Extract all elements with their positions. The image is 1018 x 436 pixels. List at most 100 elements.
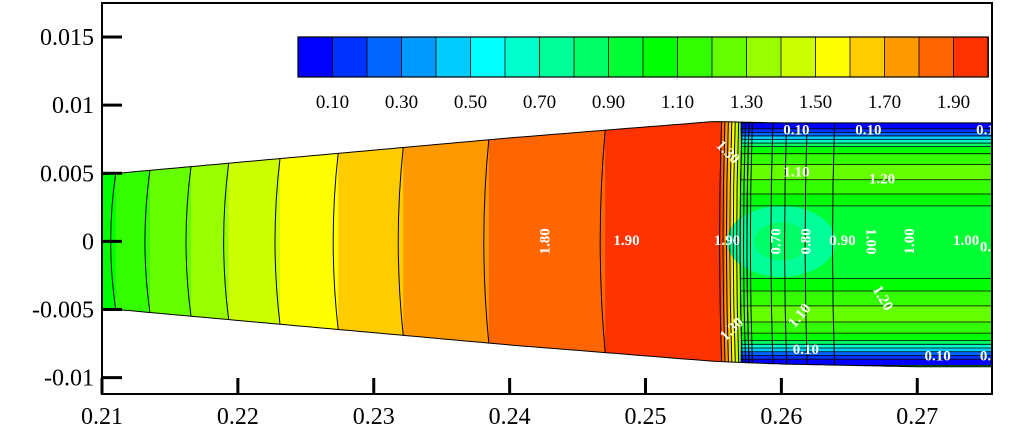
field-strip: [519, 121, 524, 367]
field-strip: [540, 121, 545, 367]
field-strip: [447, 121, 452, 367]
colorbar-swatch: [608, 36, 644, 78]
field-strip: [605, 121, 610, 367]
field-strip: [156, 121, 161, 367]
isoline: [743, 122, 747, 363]
x-tick-label: 0.22: [217, 404, 259, 430]
field-strip: [249, 121, 254, 367]
colorbar-tick-label: 1.50: [799, 92, 832, 113]
field-strip: [269, 121, 274, 367]
field-strip: [533, 121, 538, 367]
field-strip: [543, 121, 548, 367]
field-strip: [427, 121, 432, 367]
isoline: [223, 163, 230, 320]
field-strip: [365, 121, 370, 367]
field-strip: [649, 121, 654, 367]
field-strip: [434, 121, 439, 367]
field-strip: [416, 121, 421, 367]
contour-label: 0.80: [799, 228, 815, 254]
field-strip: [345, 121, 350, 367]
field-strip: [594, 121, 599, 367]
field-strip: [673, 121, 678, 367]
colorbar-tick-label: 1.90: [937, 92, 970, 113]
field-strip: [238, 121, 243, 367]
isoline: [784, 122, 788, 365]
isoline: [746, 122, 750, 363]
field-strip: [112, 121, 117, 367]
field-strip: [454, 121, 459, 367]
field-strip: [570, 121, 575, 367]
field-strip: [307, 121, 312, 367]
field-strip: [310, 121, 315, 367]
contour-label: 1.20: [869, 172, 895, 188]
field-strip: [102, 121, 107, 367]
field-strip: [132, 121, 137, 367]
field-strip: [173, 121, 178, 367]
field-strip: [646, 121, 651, 367]
field-strip: [608, 121, 613, 367]
field-strip: [659, 121, 664, 367]
field-strip: [464, 121, 469, 367]
field-strip: [601, 121, 606, 367]
isoline: [185, 166, 192, 317]
field-strip: [399, 121, 404, 367]
field-strip: [369, 121, 374, 367]
field-strip: [317, 121, 322, 367]
field-strip: [697, 121, 702, 367]
colorbar-tick-label: 1.30: [730, 92, 763, 113]
field-strip: [324, 121, 329, 367]
field-strip: [163, 121, 168, 367]
field-strip: [430, 121, 435, 367]
contour-label: 0.10: [976, 123, 1002, 139]
field-strip: [707, 121, 712, 367]
y-tick-label: -0.005: [32, 298, 94, 324]
field-strip: [704, 121, 709, 367]
colorbar-tick-label: 0.70: [523, 92, 556, 113]
colorbar-tick-label: 0.90: [592, 92, 625, 113]
field-strip: [119, 121, 124, 367]
isoline: [770, 122, 774, 364]
colorbar-swatch: [780, 36, 817, 78]
field-strip: [711, 121, 716, 367]
field-strip: [547, 121, 552, 367]
field-strip: [444, 121, 449, 367]
field-strip: [526, 121, 531, 367]
colorbar-swatch: [815, 36, 851, 78]
field-strip: [505, 121, 510, 367]
contour-label: 0.1: [980, 349, 999, 365]
field-strip: [218, 121, 223, 367]
field-strip: [423, 121, 428, 367]
colorbar-swatch: [504, 36, 541, 78]
field-strip: [355, 121, 360, 367]
field-strip: [297, 121, 302, 367]
field-strip: [252, 121, 257, 367]
field-strip: [488, 121, 493, 367]
contour-label: 0.10: [783, 123, 809, 139]
field-strip: [406, 121, 411, 367]
field-strip: [485, 121, 490, 367]
field-strip: [379, 121, 384, 367]
colorbar-swatch: [332, 36, 368, 78]
contour-label: 1.80: [538, 228, 554, 254]
field-strip: [615, 121, 620, 367]
field-strip: [122, 121, 127, 367]
field-strip: [468, 121, 473, 367]
field-strip: [187, 121, 192, 367]
y-tick-label: 0.015: [40, 25, 94, 51]
field-strip: [382, 121, 387, 367]
field-strip: [266, 121, 271, 367]
field-strip: [516, 121, 521, 367]
y-tick-label: 0: [82, 229, 94, 255]
colorbar-swatch: [470, 36, 506, 78]
contour-label: 0.10: [925, 349, 951, 365]
field-strip: [386, 121, 391, 367]
field-strip: [718, 121, 723, 367]
field-strip: [725, 121, 730, 367]
field-strip: [389, 121, 394, 367]
field-strip: [149, 121, 154, 367]
contour-label: 0.90: [829, 233, 855, 249]
field-strip: [180, 121, 185, 367]
field-strip: [550, 121, 555, 367]
field-strip: [461, 121, 466, 367]
field-strip: [632, 121, 637, 367]
